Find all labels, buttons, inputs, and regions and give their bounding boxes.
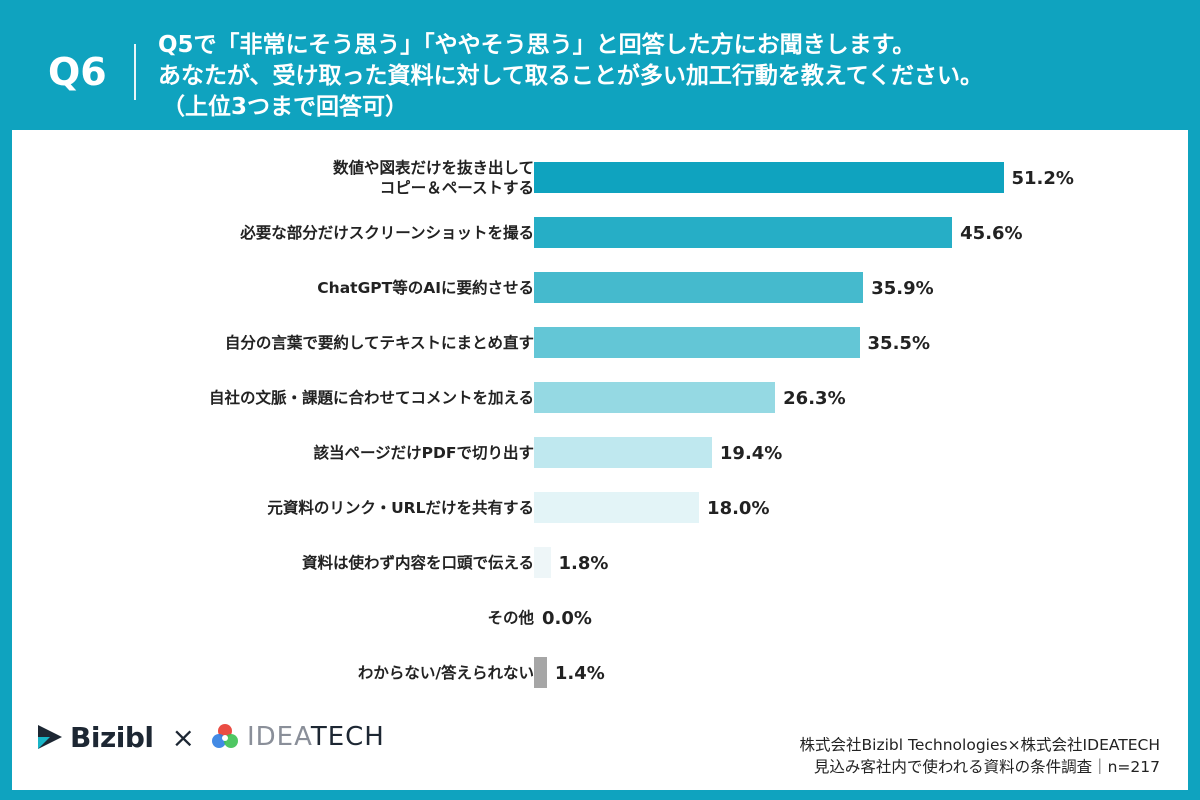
category-label: 元資料のリンク・URLだけを共有する	[267, 499, 534, 517]
category-label: その他	[487, 609, 534, 627]
category-label: 該当ページだけPDFで切り出す	[313, 444, 534, 462]
bar	[534, 272, 864, 303]
question-line-1: Q5で「非常にそう思う」「ややそう思う」と回答した方にお聞きします。	[158, 32, 916, 58]
chart-panel: 数値や図表だけを抜き出して コピー＆ペーストする 51.2% 必要な部分だけスクリー…	[12, 130, 1188, 790]
bar-row: 該当ページだけPDFで切り出す 19.4%	[12, 433, 1188, 473]
category-label: ChatGPT等のAIに要約させる	[317, 279, 534, 297]
value-label: 1.8%	[558, 552, 609, 574]
category-label: 自社の文脈・課題に合わせてコメントを加える	[208, 389, 534, 407]
times-sign: ×	[171, 720, 195, 754]
question-text: Q5で「非常にそう思う」「ややそう思う」と回答した方にお聞きします。 あなたが、…	[158, 30, 1178, 123]
question-line-3: （上位3つまで回答可）	[162, 94, 409, 120]
bar-chart: 数値や図表だけを抜き出して コピー＆ペーストする 51.2% 必要な部分だけスクリー…	[12, 130, 1188, 700]
bar	[534, 437, 712, 468]
question-header: Q6 Q5で「非常にそう思う」「ややそう思う」と回答した方にお聞きします。 あな…	[0, 0, 1200, 130]
bar-row: ChatGPT等のAIに要約させる 35.9%	[12, 268, 1188, 308]
bar-row: 自社の文脈・課題に合わせてコメントを加える 26.3%	[12, 378, 1188, 418]
bizibl-logo-icon	[38, 725, 62, 749]
header-divider	[134, 44, 136, 100]
value-label: 18.0%	[707, 497, 770, 519]
source-line-1: 株式会社Bizibl Technologies×株式会社IDEATECH	[799, 736, 1160, 754]
bar-row: 資料は使わず内容を口頭で伝える 1.8%	[12, 543, 1188, 583]
source-line-2: 見込み客社内で使われる資料の条件調査｜n=217	[813, 758, 1160, 776]
bar	[534, 327, 860, 358]
bar	[534, 217, 953, 248]
logos: Bizibl × IDEATECH	[36, 717, 385, 757]
bar-row: 元資料のリンク・URLだけを共有する 18.0%	[12, 488, 1188, 528]
value-label: 19.4%	[719, 442, 783, 464]
bar-row: 必要な部分だけスクリーンショットを撮る 45.6%	[12, 213, 1188, 253]
ideatech-logo-text: IDEATECH	[246, 722, 385, 752]
category-label: 必要な部分だけスクリーンショットを撮る	[240, 224, 534, 242]
bar-row: 数値や図表だけを抜き出して コピー＆ペーストする 51.2%	[12, 158, 1188, 198]
question-line-2: あなたが、受け取った資料に対して取ることが多い加工行動を教えてください。	[158, 63, 984, 89]
bar	[534, 547, 551, 578]
source-note: 株式会社Bizibl Technologies×株式会社IDEATECH 見込み…	[800, 734, 1160, 778]
category-label: 数値や図表だけを抜き出して コピー＆ペーストする	[332, 159, 534, 197]
value-label: 35.5%	[867, 332, 930, 354]
value-label: 35.9%	[871, 277, 934, 299]
value-label: 0.0%	[542, 607, 592, 629]
ideatech-logo-icon	[211, 724, 238, 748]
bar-row: その他 0.0%	[12, 598, 1188, 638]
value-label: 51.2%	[1011, 167, 1074, 189]
bar	[534, 382, 776, 413]
bizibl-logo-text: Bizibl	[70, 720, 154, 754]
bar	[534, 162, 1004, 193]
bar-row: わからない/答えられない 1.4%	[12, 653, 1188, 693]
category-label: 資料は使わず内容を口頭で伝える	[301, 554, 534, 572]
question-number: Q6	[48, 50, 107, 94]
bar	[534, 657, 547, 688]
value-label: 45.6%	[960, 222, 1023, 244]
category-label: 自分の言葉で要約してテキストにまとめ直す	[224, 334, 534, 352]
value-label: 1.4%	[554, 662, 605, 684]
value-label: 26.3%	[783, 387, 846, 409]
bar-row: 自分の言葉で要約してテキストにまとめ直す 35.5%	[12, 323, 1188, 363]
category-label: わからない/答えられない	[357, 664, 534, 682]
bar	[534, 492, 700, 523]
